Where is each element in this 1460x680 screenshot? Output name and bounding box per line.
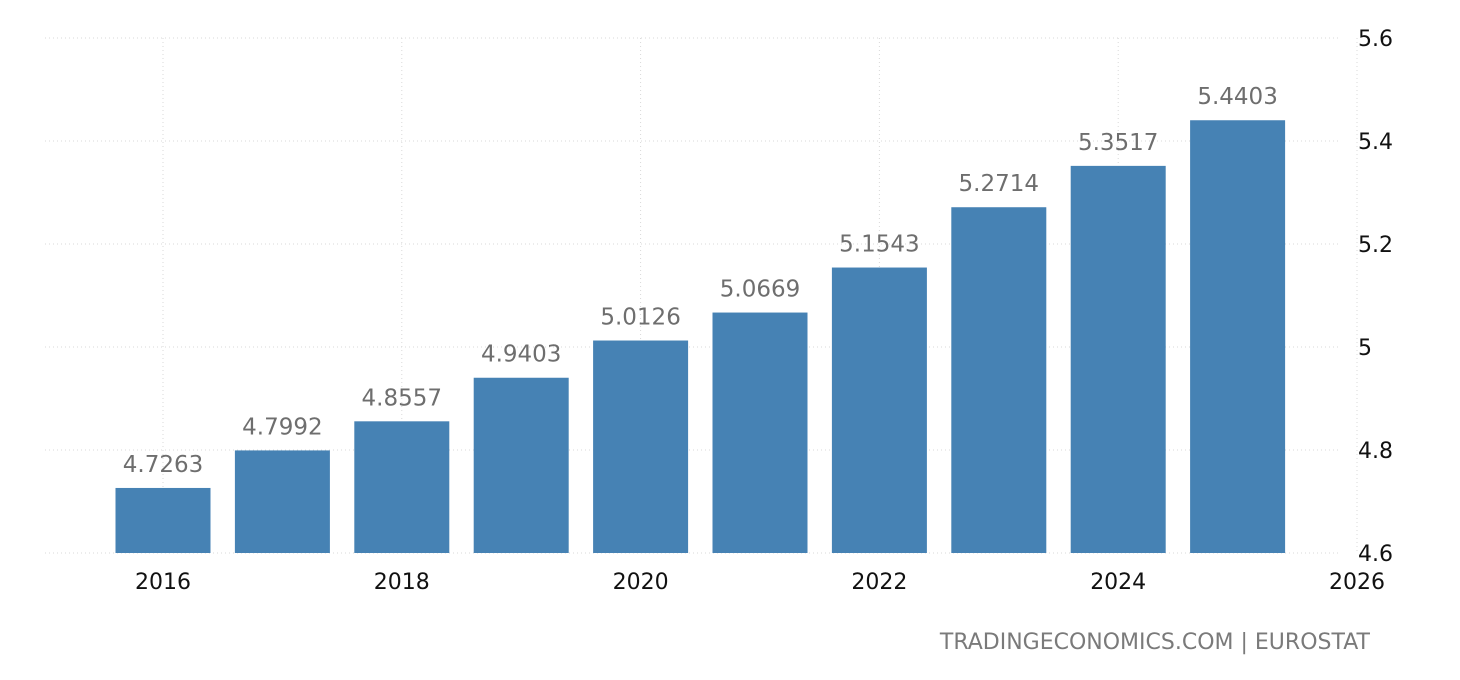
bar-2025[interactable] [1190,120,1286,554]
data-label-2022: 5.1543 [839,232,919,258]
data-label-2017: 4.7992 [242,414,322,440]
bar-2024[interactable] [1070,165,1166,553]
data-label-2023: 5.2714 [959,171,1039,197]
bar-2017[interactable] [234,450,330,553]
data-label-2018: 4.8557 [362,385,442,411]
data-label-2016: 4.7263 [123,452,203,478]
y-tick-label: 4.8 [1358,439,1393,464]
data-labels: 4.7263 4.7992 4.8557 4.9403 5.0126 5.0669 5.15… [123,84,1278,478]
x-axis: 2016 2018 2020 2022 2024 2026 [135,570,1385,595]
data-label-2024: 5.3517 [1078,130,1158,156]
y-tick-label: 5 [1358,336,1372,361]
bar-2019[interactable] [473,377,569,553]
data-label-2020: 5.0126 [600,305,680,331]
bar-2016[interactable] [115,487,211,553]
data-label-2025: 5.4403 [1197,84,1277,110]
source-credit: TRADINGECONOMICS.COM | EUROSTAT [939,630,1370,655]
bars [115,120,1286,554]
bar-2021[interactable] [712,312,808,553]
x-tick-label: 2016 [135,570,191,595]
bar-2020[interactable] [593,340,689,553]
bar-2022[interactable] [831,267,927,553]
data-label-2021: 5.0669 [720,277,800,303]
y-axis: 4.6 4.8 5 5.2 5.4 5.6 [1358,27,1393,567]
x-tick-label: 2024 [1090,570,1146,595]
data-label-2019: 4.9403 [481,342,561,368]
x-tick-label: 2026 [1329,570,1385,595]
bar-2018[interactable] [354,421,450,553]
bar-2023[interactable] [951,207,1047,553]
x-tick-label: 2022 [851,570,907,595]
y-tick-label: 5.6 [1358,27,1393,52]
y-tick-label: 4.6 [1358,542,1393,567]
x-tick-label: 2020 [613,570,669,595]
y-tick-label: 5.4 [1358,130,1393,155]
x-tick-label: 2018 [374,570,430,595]
y-tick-label: 5.2 [1358,233,1393,258]
